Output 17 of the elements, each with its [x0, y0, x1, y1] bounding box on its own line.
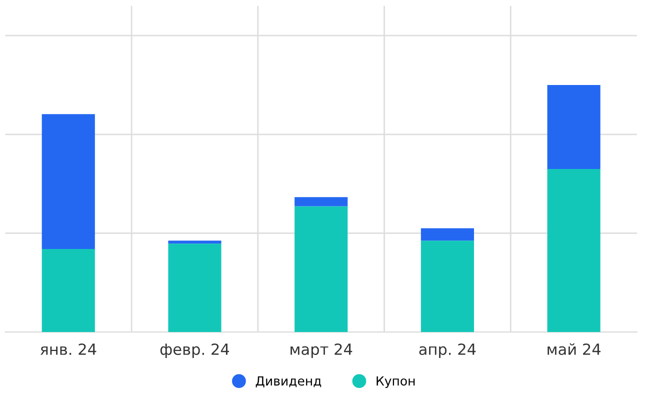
x-tick-label: май 24	[548, 343, 601, 356]
legend-label: Купон	[376, 376, 415, 388]
x-tick-label: март 24	[290, 343, 352, 358]
bar	[42, 249, 95, 332]
bar	[42, 114, 95, 250]
bar	[168, 240, 222, 244]
x-tick-label: янв. 24	[40, 343, 96, 355]
bar	[420, 240, 474, 332]
bar	[547, 168, 600, 332]
bar	[420, 228, 474, 241]
legend-label: Дивиденд	[256, 376, 322, 388]
bar	[294, 197, 348, 206]
x-tick-label: апр. 24	[419, 343, 476, 358]
bar	[294, 206, 348, 332]
bar	[547, 84, 600, 169]
x-tick-label: февр. 24	[160, 343, 230, 358]
bar	[168, 244, 222, 332]
